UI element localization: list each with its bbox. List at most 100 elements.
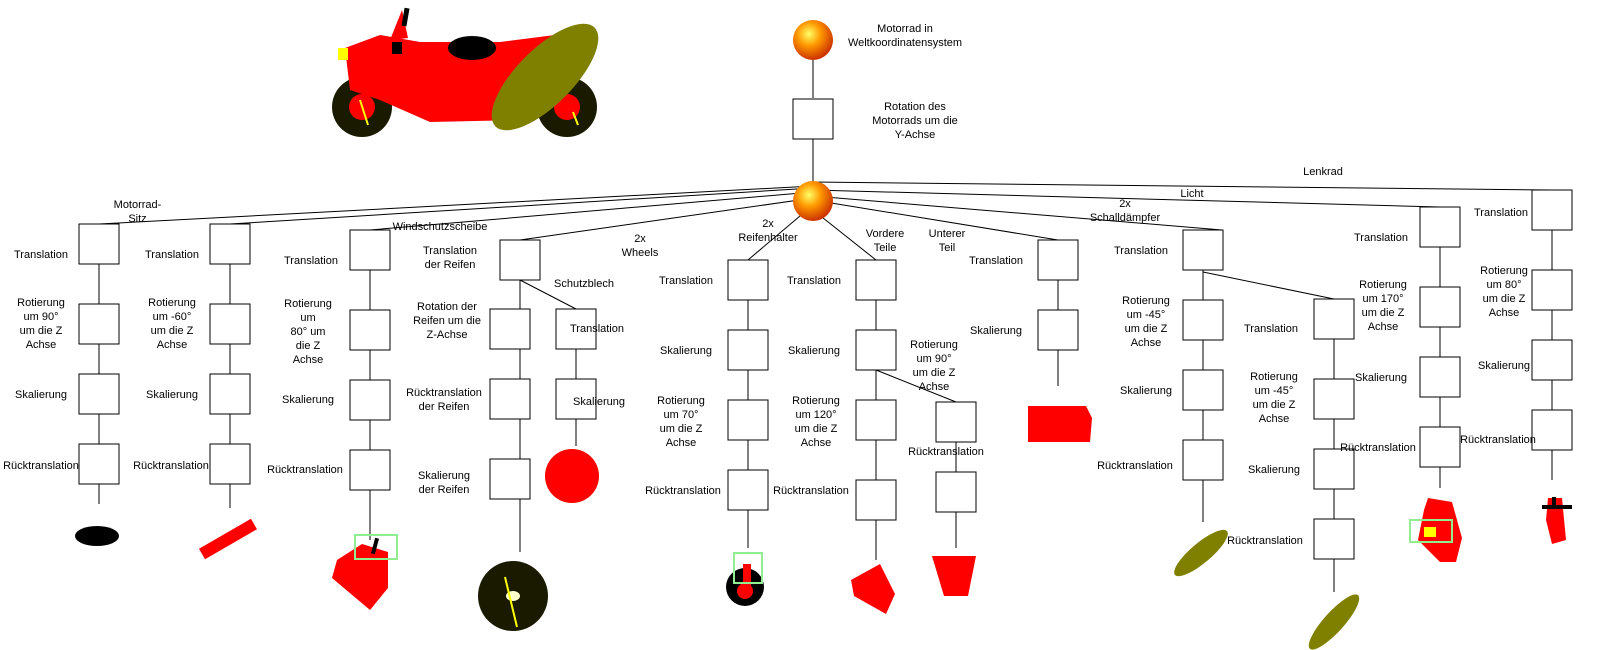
reifenhalter-scale-node[interactable] xyxy=(727,329,769,371)
sitz-translation-node[interactable] xyxy=(78,223,120,265)
reifen-rotation-label: Rotation der Reifen um die Z-Achse xyxy=(413,301,481,341)
reifenhalter-part xyxy=(726,552,764,606)
branch-schutzblech-label: Schutzblech xyxy=(554,278,614,290)
schall-backtranslation-label: Rücktranslation xyxy=(1097,460,1173,472)
reifen-translation-node[interactable] xyxy=(499,239,541,281)
schall2-part xyxy=(1308,594,1360,650)
vordere-rotation-label: Rotierung um 120° um die Z Achse xyxy=(792,395,840,449)
sitz-rotation-node[interactable] xyxy=(78,303,120,345)
rotation-node[interactable] xyxy=(792,98,834,140)
lenkrad-scale-node[interactable] xyxy=(1531,339,1573,381)
schutzblech-scale-label: Skalierung xyxy=(573,396,625,408)
col2-backtranslation-node[interactable] xyxy=(209,443,251,485)
branch-reifenhalter-label: 2x Reifenhalter xyxy=(738,218,798,244)
windschutz-backtranslation-node[interactable] xyxy=(349,449,391,491)
rotation-label: Rotation des Motorrads um die Y-Achse xyxy=(872,101,958,141)
windschutz-translation-node[interactable] xyxy=(349,229,391,271)
licht-scale-node[interactable] xyxy=(1419,356,1461,398)
reifen-backtranslation-node[interactable] xyxy=(489,378,531,420)
schutzblech-translation-label: Translation xyxy=(569,323,624,335)
windschutz-scale-node[interactable] xyxy=(349,379,391,421)
vordere-rotation-node[interactable] xyxy=(855,399,897,441)
unterer-translation-node[interactable] xyxy=(1037,239,1079,281)
reifen-scale-node[interactable] xyxy=(489,458,531,500)
col2-scale-node[interactable] xyxy=(209,373,251,415)
vordere2-rotation-node[interactable] xyxy=(935,401,977,443)
schall-backtranslation-node[interactable] xyxy=(1182,439,1224,481)
schall2-rotation-node[interactable] xyxy=(1313,378,1355,420)
schall-rotation-node[interactable] xyxy=(1182,299,1224,341)
branch-unterer-label: Unterer Teil xyxy=(928,228,966,254)
branch-sitz-label: Motorrad- Sitz xyxy=(113,199,162,225)
branch-lenkrad-label: Lenkrad xyxy=(1303,166,1343,178)
col2-translation-node[interactable] xyxy=(209,223,251,265)
unterer-scale-label: Skalierung xyxy=(970,325,1022,337)
col2-translation-label: Translation xyxy=(144,249,199,261)
col2-part xyxy=(199,518,257,560)
reifenhalter-translation-label: Translation xyxy=(658,275,713,287)
schutzblech-scale-node[interactable] xyxy=(555,378,597,420)
reifenhalter-translation-node[interactable] xyxy=(727,259,769,301)
unterer-part xyxy=(1028,406,1092,442)
reifenhalter-rotation-node[interactable] xyxy=(727,399,769,441)
schall2-translation-node[interactable] xyxy=(1313,298,1355,340)
licht-backtranslation-node[interactable] xyxy=(1419,426,1461,468)
windschutz-scale-label: Skalierung xyxy=(282,394,334,406)
licht-rotation-node[interactable] xyxy=(1419,286,1461,328)
schall2-backtranslation-node[interactable] xyxy=(1313,518,1355,560)
branch-schalldaempfer-label: 2x Schalldämpfer xyxy=(1089,198,1161,224)
windschutz-rotation-label: Rotierung um 80° um die Z Achse xyxy=(284,298,332,366)
licht-rotation-label: Rotierung um 170° um die Z Achse xyxy=(1359,279,1407,333)
reifen-backtranslation-label: Rücktranslation der Reifen xyxy=(406,387,482,413)
sitz-translation-label: Translation xyxy=(13,249,68,261)
windschutz-translation-label: Translation xyxy=(283,255,338,267)
hub-sphere[interactable] xyxy=(793,181,833,221)
schall2-scale-node[interactable] xyxy=(1313,448,1355,490)
schall-part xyxy=(1174,529,1228,577)
lenkrad-rotation-node[interactable] xyxy=(1531,269,1573,311)
windschutz-part xyxy=(332,534,398,610)
unterer-scale-node[interactable] xyxy=(1037,309,1079,351)
vordere-translation-node[interactable] xyxy=(855,259,897,301)
schall-scale-node[interactable] xyxy=(1182,369,1224,411)
lenkrad-rotation-label: Rotierung um 80° um die Z Achse xyxy=(1480,265,1528,319)
branch-licht-label: Licht xyxy=(1180,188,1204,200)
sitz-part xyxy=(75,526,119,546)
branch-windschutz-label: Windschutzscheibe xyxy=(392,221,488,233)
reifen-rotation-node[interactable] xyxy=(489,308,531,350)
vordere2-backtranslation-node[interactable] xyxy=(935,471,977,513)
schall2-rotation-label: Rotierung um -45° um die Z Achse xyxy=(1250,371,1298,425)
branch-vordere-label: Vordere Teile xyxy=(865,228,905,254)
schall-scale-label: Skalierung xyxy=(1120,385,1172,397)
lenkrad-scale-label: Skalierung xyxy=(1478,360,1530,372)
wheel-part xyxy=(478,561,548,631)
vordere2-rotation-label: Rotierung um 90° um die Z Achse xyxy=(910,339,958,393)
sitz-backtranslation-label: Rücktranslation xyxy=(3,460,79,472)
lenkrad-translation-node[interactable] xyxy=(1531,189,1573,231)
vordere-scale-label: Skalierung xyxy=(788,345,840,357)
root-sphere[interactable] xyxy=(793,20,833,60)
vordere-part xyxy=(851,564,895,614)
col2-rotation-node[interactable] xyxy=(209,303,251,345)
reifen-translation-label: Translation der Reifen xyxy=(422,245,477,271)
vordere-backtranslation-node[interactable] xyxy=(855,479,897,521)
col2-rotation-label: Rotierung um -60° um die Z Achse xyxy=(148,297,196,351)
licht-scale-label: Skalierung xyxy=(1355,372,1407,384)
sitz-scale-node[interactable] xyxy=(78,373,120,415)
sitz-backtranslation-node[interactable] xyxy=(78,443,120,485)
vordere2-backtranslation-label: Rücktranslation xyxy=(908,446,984,458)
reifenhalter-backtranslation-node[interactable] xyxy=(727,469,769,511)
vordere-translation-label: Translation xyxy=(786,275,841,287)
schutzblech-translation-node[interactable] xyxy=(555,308,597,350)
motorcycle-illustration xyxy=(332,7,599,137)
schall-translation-node[interactable] xyxy=(1182,229,1224,271)
licht-backtranslation-label: Rücktranslation xyxy=(1340,442,1416,454)
lenkrad-backtranslation-node[interactable] xyxy=(1531,409,1573,451)
schall-translation-label: Translation xyxy=(1113,245,1168,257)
licht-translation-node[interactable] xyxy=(1419,206,1461,248)
schall-rotation-label: Rotierung um -45° um die Z Achse xyxy=(1122,295,1170,349)
vordere-backtranslation-label: Rücktranslation xyxy=(773,485,849,497)
vordere-scale-node[interactable] xyxy=(855,329,897,371)
windschutz-rotation-node[interactable] xyxy=(349,309,391,351)
